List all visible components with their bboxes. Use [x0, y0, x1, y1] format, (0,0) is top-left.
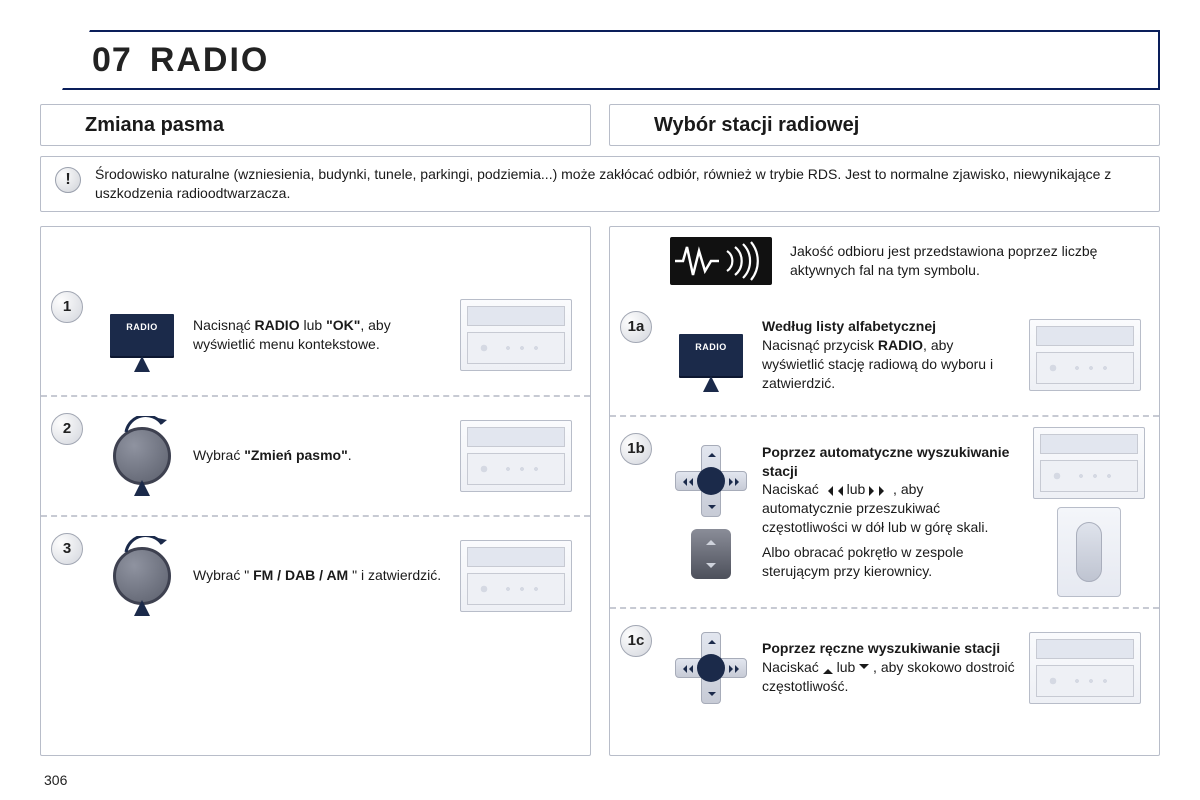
t: lub	[837, 659, 860, 675]
page-number: 306	[44, 772, 67, 788]
down-arrow-icon	[859, 664, 869, 674]
radio-button-illustration	[97, 295, 187, 375]
step-text: Według listy alfabetycznej Nacisnąć przy…	[762, 317, 1023, 393]
t: lub	[300, 317, 326, 333]
rotary-knob-icon	[113, 427, 171, 485]
t: Nacisnąć	[193, 317, 254, 333]
radio-button-illustration	[666, 315, 756, 395]
dpad-icon	[675, 445, 747, 517]
radio-button-icon	[110, 314, 174, 356]
device-thumbnail	[1033, 427, 1145, 499]
rewind-icon	[823, 486, 843, 496]
t: Wybrać "	[193, 567, 253, 583]
section-number: 07	[92, 41, 132, 80]
left-step-1: 1 Nacisnąć RADIO lub "OK", aby wyświetli…	[41, 275, 590, 395]
subtitle-right: Wybór stacji radiowej	[609, 104, 1160, 146]
dpad-illustration	[666, 628, 756, 708]
t: .	[348, 447, 352, 463]
rotate-arrow-icon	[122, 536, 170, 556]
right-column: Jakość odbioru jest przedstawiona poprze…	[609, 226, 1160, 756]
device-thumbnail	[1029, 632, 1141, 704]
t: Naciskać	[762, 659, 823, 675]
left-step-2: 2 Wybrać "Zmień pasmo".	[41, 395, 590, 515]
content-columns: 1 Nacisnąć RADIO lub "OK", aby wyświetli…	[40, 226, 1160, 756]
radio-button-icon	[679, 334, 743, 376]
step-heading: Według listy alfabetycznej	[762, 318, 936, 334]
t: Naciskać	[762, 481, 823, 497]
device-and-stalk-thumbs	[1029, 427, 1149, 597]
device-thumbnail	[1029, 319, 1141, 391]
subtitles-row: Zmiana pasma Wybór stacji radiowej	[40, 104, 1160, 146]
right-step-1b: 1b Poprzez automatyczne wyszukiwanie sta…	[610, 415, 1159, 607]
t: Nacisnąć przycisk	[762, 337, 878, 353]
step-badge: 1c	[620, 625, 652, 657]
right-step-1c: 1c Poprzez ręczne wyszukiwanie stacji Na…	[610, 607, 1159, 727]
t: " i zatwierdzić.	[348, 567, 441, 583]
forward-icon	[869, 486, 889, 496]
step-badge: 3	[51, 533, 83, 565]
signal-quality-icon	[670, 237, 772, 285]
t: "OK"	[326, 317, 360, 333]
step-text: Poprzez ręczne wyszukiwanie stacji Nacis…	[762, 639, 1023, 696]
left-step-3: 3 Wybrać " FM / DAB / AM " i zatwierdzić…	[41, 515, 590, 635]
signal-quality-row: Jakość odbioru jest przedstawiona poprze…	[610, 227, 1159, 295]
step-badge: 1	[51, 291, 83, 323]
device-thumbnail	[460, 540, 572, 612]
t: lub	[847, 481, 870, 497]
signal-quality-text: Jakość odbioru jest przedstawiona poprze…	[790, 242, 1145, 280]
subtitle-left: Zmiana pasma	[40, 104, 591, 146]
t: Wybrać	[193, 447, 244, 463]
step-text: Wybrać " FM / DAB / AM " i zatwierdzić.	[193, 566, 454, 585]
t: Albo obracać pokrętło w zespole sterując…	[762, 543, 1017, 581]
steering-stalk-thumbnail	[1057, 507, 1121, 597]
steering-wheel-control-icon	[691, 529, 731, 579]
step-text: Poprzez automatyczne wyszukiwanie stacji…	[762, 443, 1023, 581]
step-heading: Poprzez automatyczne wyszukiwanie stacji	[762, 444, 1009, 479]
rotary-knob-icon	[113, 547, 171, 605]
t: RADIO	[254, 317, 299, 333]
t: FM / DAB / AM	[253, 567, 348, 583]
info-icon: !	[55, 167, 81, 193]
device-thumbnail	[460, 299, 572, 371]
step-badge: 1b	[620, 433, 652, 465]
right-step-1a: 1a Według listy alfabetycznej Nacisnąć p…	[610, 295, 1159, 415]
step-badge: 1a	[620, 311, 652, 343]
left-column: 1 Nacisnąć RADIO lub "OK", aby wyświetli…	[40, 226, 591, 756]
up-arrow-icon	[823, 664, 833, 674]
t: RADIO	[878, 337, 923, 353]
t: "Zmień pasmo"	[244, 447, 348, 463]
section-title: RADIO	[150, 41, 270, 80]
knob-illustration	[97, 536, 187, 616]
step-text: Wybrać "Zmień pasmo".	[193, 446, 454, 465]
dpad-and-wheel-illustration	[666, 445, 756, 579]
step-text: Nacisnąć RADIO lub "OK", aby wyświetlić …	[193, 316, 454, 354]
note-text: Środowisko naturalne (wzniesienia, budyn…	[95, 165, 1145, 203]
device-thumbnail	[460, 420, 572, 492]
dpad-icon	[675, 632, 747, 704]
page-title-bar: 07 RADIO	[40, 30, 1160, 90]
step-badge: 2	[51, 413, 83, 445]
rotate-arrow-icon	[122, 416, 170, 436]
step-heading: Poprzez ręczne wyszukiwanie stacji	[762, 640, 1000, 656]
knob-illustration	[97, 416, 187, 496]
note-bar: ! Środowisko naturalne (wzniesienia, bud…	[40, 156, 1160, 212]
